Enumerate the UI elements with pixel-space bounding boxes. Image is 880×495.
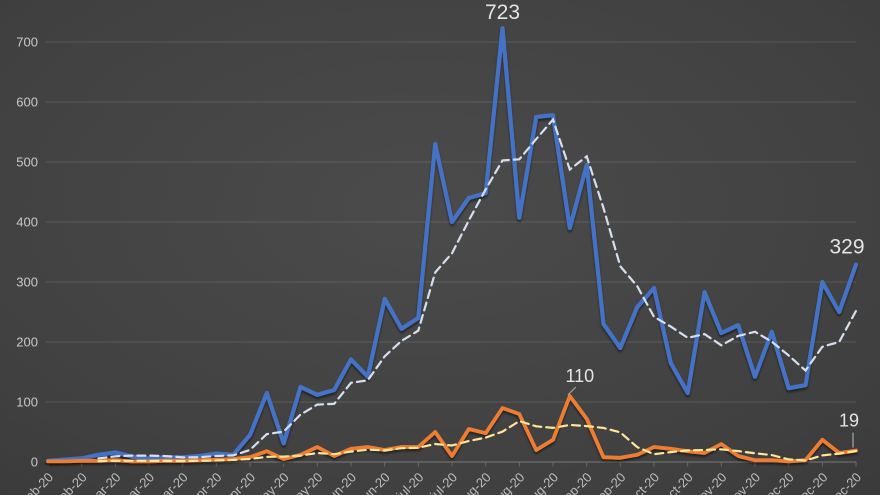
data-label-329: 329: [829, 236, 864, 259]
data-label-leader-110: [567, 386, 577, 396]
y-axis-tick-label: 500: [16, 155, 38, 170]
y-axis-tick-label: 400: [16, 215, 38, 230]
y-axis-tick-label: 700: [16, 35, 38, 50]
series-2-moving-average-trendline: [97, 419, 858, 463]
x-axis-tick-label: 2-feb-20: [11, 470, 56, 495]
data-label-19: 19: [839, 411, 859, 431]
series-1-line: [45, 26, 859, 463]
x-axis-tick-label: 5-jul-20: [385, 470, 426, 495]
data-label-723: 723: [485, 1, 520, 24]
series-1-moving-average-trendline: [97, 117, 858, 460]
y-axis-tick-label: 600: [16, 95, 38, 110]
y-axis-tick-label: 300: [16, 275, 38, 290]
y-axis-tick-label: 0: [31, 455, 38, 470]
y-axis-tick-label: 200: [16, 335, 38, 350]
data-label-110: 110: [565, 366, 594, 386]
y-axis-tick-label: 100: [16, 395, 38, 410]
